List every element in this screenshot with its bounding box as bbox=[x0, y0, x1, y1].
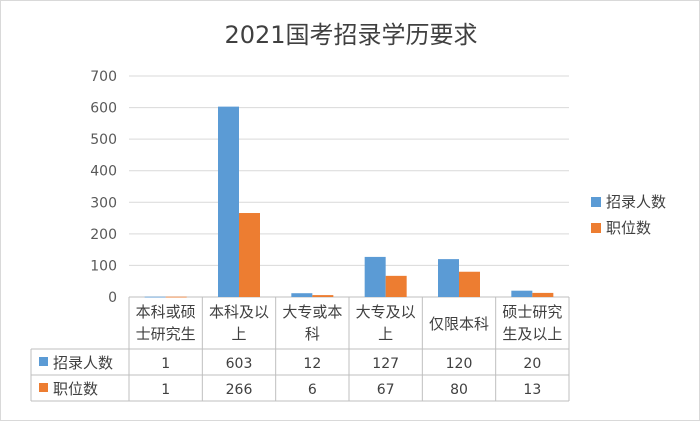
category-label: 硕士研究 bbox=[502, 303, 562, 321]
y-tick-label: 300 bbox=[90, 195, 117, 211]
table-legend-swatch bbox=[39, 357, 48, 366]
bar-enrollment bbox=[218, 106, 239, 297]
bar-enrollment bbox=[291, 293, 313, 297]
data-value: 13 bbox=[523, 382, 541, 398]
category-label: 生及以上 bbox=[502, 325, 562, 343]
category-label: 大专或本 bbox=[282, 303, 342, 321]
y-tick-label: 200 bbox=[90, 227, 117, 243]
data-value: 6 bbox=[308, 382, 317, 398]
y-tick-label: 700 bbox=[90, 69, 117, 85]
category-label: 科 bbox=[305, 325, 320, 343]
y-tick-label: 500 bbox=[90, 132, 117, 148]
bar-positions bbox=[532, 292, 554, 297]
bar-enrollment bbox=[144, 296, 166, 298]
category-label: 上 bbox=[231, 325, 246, 343]
bars bbox=[144, 106, 554, 298]
category-label: 仅限本科 bbox=[429, 315, 489, 333]
table-series-name: 职位数 bbox=[53, 380, 98, 398]
y-tick-label: 0 bbox=[108, 290, 117, 306]
gridlines bbox=[129, 75, 569, 298]
data-value: 127 bbox=[372, 356, 399, 372]
y-tick-label: 400 bbox=[90, 164, 117, 180]
table-series-name: 招录人数 bbox=[53, 354, 113, 372]
bar-enrollment bbox=[438, 259, 459, 297]
bar-positions bbox=[459, 271, 480, 297]
chart-title: 2021国考招录学历要求 bbox=[224, 21, 477, 49]
category-label: 士研究生 bbox=[136, 325, 196, 343]
category-label: 本科及以 bbox=[209, 303, 269, 321]
bar-enrollment bbox=[364, 256, 386, 297]
category-label: 大专及以 bbox=[356, 303, 416, 321]
bar-positions bbox=[312, 295, 334, 297]
y-tick-label: 600 bbox=[90, 101, 117, 117]
data-value: 20 bbox=[523, 356, 541, 372]
legend-swatch bbox=[591, 223, 601, 233]
bar-positions bbox=[165, 296, 187, 298]
category-label: 本科或硕 bbox=[136, 303, 196, 321]
legend-label: 招录人数 bbox=[606, 193, 666, 211]
data-value: 12 bbox=[303, 356, 321, 372]
data-value: 1 bbox=[161, 382, 170, 398]
data-value: 67 bbox=[377, 382, 395, 398]
data-value: 1 bbox=[161, 356, 170, 372]
bar-positions bbox=[385, 275, 407, 297]
bar-positions bbox=[239, 213, 260, 297]
data-value: 120 bbox=[446, 356, 473, 372]
y-tick-label: 100 bbox=[90, 258, 117, 274]
data-value: 603 bbox=[226, 356, 253, 372]
data-value: 80 bbox=[450, 382, 468, 398]
bar-enrollment bbox=[511, 290, 533, 297]
category-label: 上 bbox=[378, 325, 393, 343]
data-value: 266 bbox=[226, 382, 253, 398]
y-axis-ticks: 0 100 200 300 400 500 600 700 bbox=[90, 69, 117, 306]
table-legend-swatch bbox=[39, 383, 48, 392]
legend-swatch bbox=[591, 197, 601, 207]
legend-label: 职位数 bbox=[606, 219, 651, 237]
